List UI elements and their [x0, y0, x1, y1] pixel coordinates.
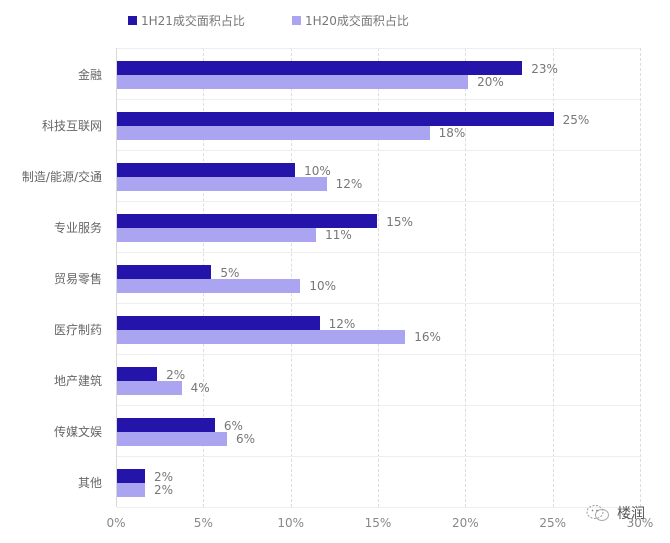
wechat-icon — [586, 505, 609, 521]
bar-1h21[interactable] — [117, 469, 145, 483]
bar-1h20[interactable] — [117, 432, 228, 446]
legend: 1H21成交面积占比 1H20成交面积占比 — [0, 12, 670, 30]
row-separator — [117, 201, 640, 202]
category-label: 制造/能源/交通 — [21, 170, 102, 184]
x-tick-label: 5% — [193, 516, 213, 530]
grid-line — [465, 48, 467, 507]
bar-1h21[interactable] — [117, 418, 215, 432]
row-separator — [117, 252, 640, 253]
legend-label-1h21: 1H21成交面积占比 — [141, 14, 245, 28]
data-label: 2% — [153, 470, 173, 484]
row-separator — [117, 150, 640, 151]
row-separator — [117, 507, 640, 508]
bar-1h21[interactable] — [117, 112, 554, 126]
bar-1h21[interactable] — [117, 163, 296, 177]
bar-1h21[interactable] — [117, 316, 320, 330]
x-tick-label: 0% — [106, 516, 126, 530]
category-label: 金融 — [77, 68, 102, 82]
bar-1h20[interactable] — [117, 126, 430, 140]
category-label: 地产建筑 — [53, 374, 102, 388]
category-label: 科技互联网 — [41, 119, 102, 133]
bar-1h20[interactable] — [117, 279, 301, 293]
category-label: 贸易零售 — [53, 272, 102, 286]
data-label: 25% — [562, 113, 590, 127]
data-label: 4% — [190, 381, 210, 395]
watermark: 楼润 — [585, 503, 645, 523]
y-axis-line — [116, 48, 117, 507]
legend-item-1h21[interactable]: 1H21成交面积占比 — [128, 12, 245, 29]
bar-1h20[interactable] — [117, 228, 317, 242]
data-label: 18% — [438, 126, 466, 140]
watermark-text: 楼润 — [617, 506, 645, 522]
bar-1h20[interactable] — [117, 381, 182, 395]
bar-1h20[interactable] — [117, 330, 406, 344]
data-label: 2% — [166, 368, 186, 382]
data-label: 15% — [386, 215, 413, 229]
x-tick-label: 15% — [364, 516, 392, 530]
row-separator — [117, 456, 640, 457]
category-label: 其他 — [77, 476, 102, 490]
data-label: 12% — [335, 177, 363, 191]
data-label: 10% — [304, 164, 331, 178]
grid-line — [290, 48, 292, 507]
category-label: 专业服务 — [53, 221, 102, 235]
category-label: 医疗制药 — [53, 323, 102, 337]
data-label: 5% — [220, 266, 240, 280]
row-separator — [117, 405, 640, 406]
data-label: 12% — [328, 317, 356, 331]
x-tick-label: 30% — [626, 516, 654, 530]
data-label: 20% — [477, 75, 504, 89]
legend-label-1h20: 1H20成交面积占比 — [305, 14, 409, 28]
data-label: 6% — [236, 432, 256, 446]
data-label: 23% — [531, 62, 558, 76]
x-tick-label: 25% — [539, 516, 566, 530]
row-separator — [117, 303, 640, 304]
data-label: 16% — [414, 330, 441, 344]
legend-item-1h20[interactable]: 1H20成交面积占比 — [292, 12, 409, 29]
x-tick-label: 10% — [277, 516, 304, 530]
bar-1h21[interactable] — [117, 214, 378, 228]
data-label: 6% — [223, 419, 243, 433]
row-separator — [117, 354, 640, 355]
legend-swatch-1h20 — [292, 16, 301, 25]
row-separator — [117, 48, 640, 49]
data-label: 10% — [309, 279, 337, 293]
x-tick-label: 20% — [451, 516, 479, 530]
bar-1h20[interactable] — [117, 75, 469, 89]
grid-line — [640, 48, 641, 507]
data-label: 2% — [153, 483, 173, 497]
legend-swatch-1h21 — [128, 16, 137, 25]
grid-line — [378, 48, 379, 507]
bar-1h21[interactable] — [117, 265, 212, 279]
row-separator — [117, 99, 640, 100]
bar-1h20[interactable] — [117, 177, 327, 191]
bar-1h20[interactable] — [117, 483, 145, 497]
bar-1h21[interactable] — [117, 367, 158, 381]
bar-1h21[interactable] — [117, 61, 523, 75]
grid-line — [552, 48, 554, 507]
category-label: 传媒文娱 — [53, 425, 102, 439]
data-label: 11% — [325, 228, 352, 242]
